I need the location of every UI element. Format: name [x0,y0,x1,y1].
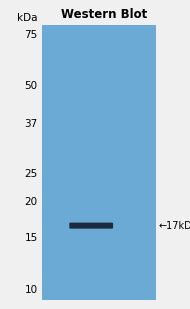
Text: 20: 20 [25,197,38,207]
Text: 10: 10 [25,285,38,295]
Text: 15: 15 [25,233,38,243]
FancyBboxPatch shape [69,222,113,229]
Text: kDa: kDa [17,13,38,23]
Text: 37: 37 [25,119,38,129]
Text: 75: 75 [25,30,38,40]
Text: Western Blot: Western Blot [61,8,147,21]
Bar [42,25,156,300]
Text: ←17kDa: ←17kDa [159,221,190,231]
Text: 50: 50 [25,81,38,91]
Text: 25: 25 [25,169,38,179]
